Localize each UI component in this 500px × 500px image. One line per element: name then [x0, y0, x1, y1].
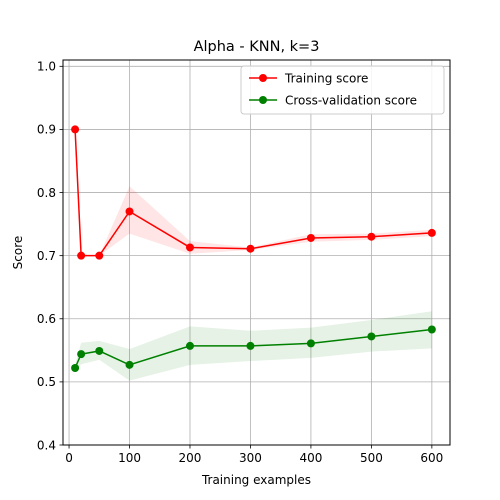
y-tick-label: 0.8	[37, 186, 56, 200]
legend-marker	[259, 74, 267, 82]
y-tick-label: 0.7	[37, 249, 56, 263]
plot-frame	[62, 59, 451, 446]
y-tick-label: 0.6	[37, 312, 56, 326]
x-axis-label: Training examples	[201, 473, 311, 487]
x-tick-label: 600	[420, 451, 443, 465]
data-point	[95, 346, 104, 355]
x-tick-label: 500	[360, 451, 383, 465]
data-point	[77, 251, 86, 260]
data-point	[125, 207, 134, 216]
data-point	[77, 350, 86, 359]
legend-entry-label: Cross-validation score	[285, 93, 417, 107]
axis-ticks: 0 100 200 300 400 500 600 0.4 0.5 0.6 0.7 0.8 0.9 1.0	[37, 60, 443, 465]
data-point	[71, 125, 80, 134]
confidence-band-0	[75, 129, 432, 256]
data-point	[367, 232, 376, 241]
data-point	[427, 228, 436, 237]
y-tick-label: 0.4	[37, 438, 56, 452]
data-point	[306, 339, 315, 348]
y-tick-label: 1.0	[37, 60, 56, 74]
data-point	[125, 360, 134, 369]
x-tick-label: 100	[118, 451, 141, 465]
x-tick-label: 200	[179, 451, 202, 465]
legend-marker	[259, 96, 267, 104]
chart-title: Alpha - KNN, k=3	[194, 39, 320, 55]
data-point	[246, 244, 255, 253]
y-tick-label: 0.9	[37, 123, 56, 137]
legend-box	[240, 65, 445, 115]
data-point	[71, 364, 80, 372]
y-axis-label: Score	[11, 236, 25, 270]
x-tick-label: 400	[299, 451, 322, 465]
series-points	[71, 125, 436, 372]
y-tick-label: 0.5	[37, 375, 56, 389]
legend: Training score Cross-validation score	[240, 65, 445, 115]
data-point	[427, 325, 436, 334]
x-tick-label: 300	[239, 451, 262, 465]
data-point	[246, 341, 255, 350]
data-point	[185, 243, 194, 252]
x-tick-label: 0	[65, 451, 73, 465]
data-point	[185, 341, 194, 350]
data-point	[306, 233, 315, 242]
data-point	[367, 332, 376, 341]
legend-entry-label: Training score	[284, 71, 368, 85]
data-point	[95, 251, 104, 260]
